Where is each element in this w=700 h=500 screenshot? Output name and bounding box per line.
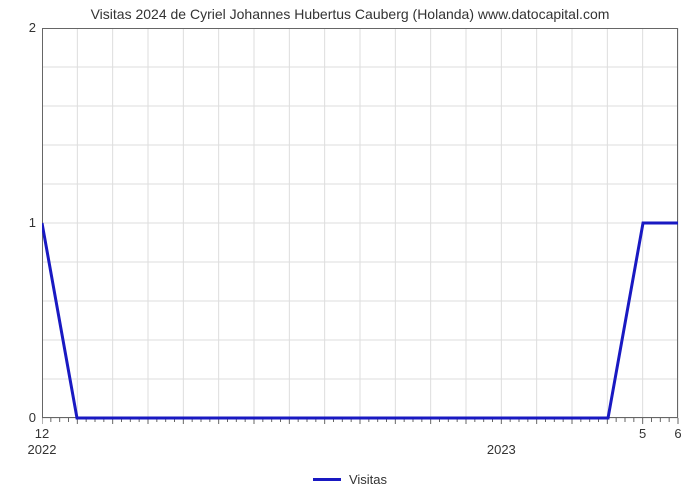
x-year-label: 2022 bbox=[28, 442, 57, 457]
legend-label: Visitas bbox=[349, 472, 387, 487]
y-tick-label: 0 bbox=[6, 410, 36, 425]
x-tick-label: 5 bbox=[639, 426, 646, 441]
x-year-label: 2023 bbox=[487, 442, 516, 457]
chart-title: Visitas 2024 de Cyriel Johannes Hubertus… bbox=[0, 6, 700, 22]
chart-legend: Visitas bbox=[0, 472, 700, 487]
y-tick-label: 1 bbox=[6, 215, 36, 230]
x-tick-label: 12 bbox=[35, 426, 49, 441]
chart-plot bbox=[42, 28, 680, 430]
y-tick-label: 2 bbox=[6, 20, 36, 35]
legend-line bbox=[313, 478, 341, 481]
x-tick-label: 6 bbox=[674, 426, 681, 441]
